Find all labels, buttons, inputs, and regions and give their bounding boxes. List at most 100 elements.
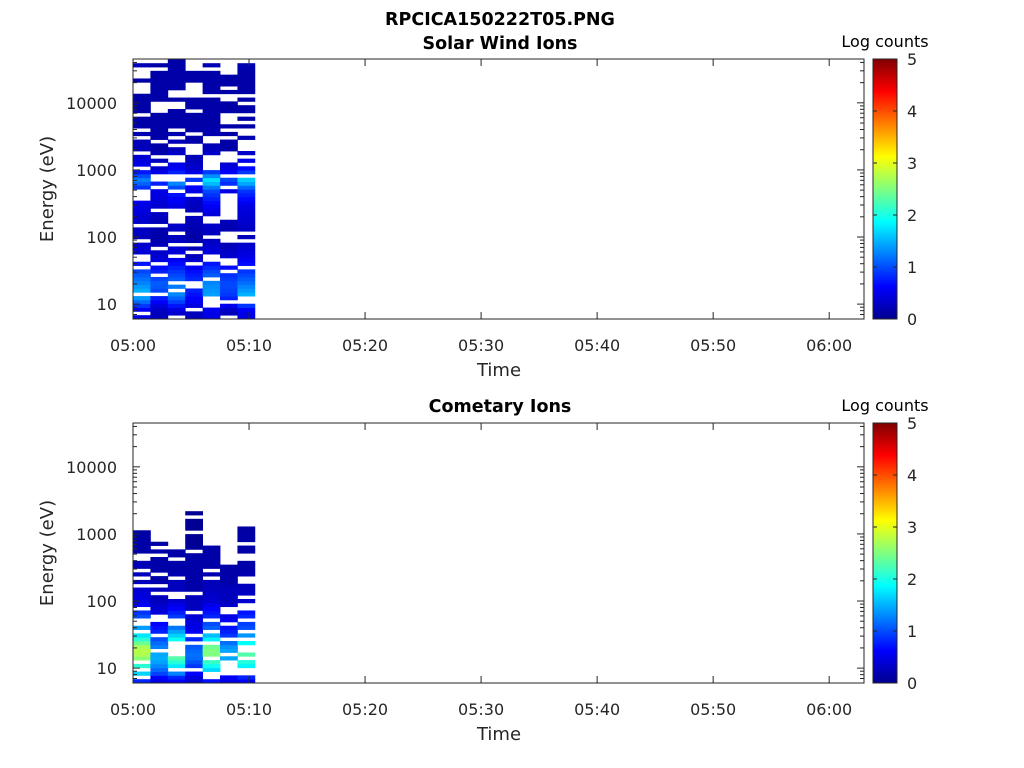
spectrogram-cell xyxy=(185,235,204,240)
spectrogram-cell xyxy=(220,599,238,604)
spectrogram-cell xyxy=(202,292,221,297)
spectrogram-cell xyxy=(220,246,238,251)
spectrogram-cell xyxy=(150,196,169,202)
spectrogram-cell xyxy=(202,587,221,592)
spectrogram-cell xyxy=(150,587,169,592)
spectrogram-cell xyxy=(202,204,221,209)
spectrogram-cell xyxy=(150,311,169,316)
spectrogram-cell xyxy=(220,273,238,278)
spectrogram-cell xyxy=(185,568,204,573)
spectrogram-cell xyxy=(220,288,238,293)
spectrogram-cell xyxy=(133,105,151,110)
spectrogram-cell xyxy=(237,151,256,156)
colorbar-tick-label: 0 xyxy=(907,310,917,329)
spectrogram-cell xyxy=(202,131,221,137)
spectrogram-cell xyxy=(133,162,151,167)
x-tick-label: 05:10 xyxy=(226,700,272,719)
spectrogram-cell xyxy=(220,131,238,137)
spectrogram-cell xyxy=(202,173,221,179)
colorbar: 0 1 2 3 4 5 Log counts xyxy=(841,32,928,329)
colorbar-ticks: 0 1 2 3 4 5 xyxy=(873,414,917,693)
spectrogram-cell xyxy=(185,534,204,539)
x-axis-label: Time xyxy=(476,360,521,381)
y-axis: 10 100 1000 10000 xyxy=(66,61,864,320)
spectrogram-cell xyxy=(220,576,238,581)
spectrogram-cell xyxy=(185,74,204,79)
spectrogram-cell xyxy=(167,200,186,205)
spectrogram-cell xyxy=(202,147,221,152)
spectrogram-cell xyxy=(150,671,169,676)
spectrogram-cell xyxy=(185,135,204,140)
x-tick-label: 05:50 xyxy=(690,336,736,355)
spectrogram-cell xyxy=(220,656,238,661)
spectrogram-cell xyxy=(133,139,151,144)
spectrogram-cell xyxy=(150,549,169,554)
spectrogram-cell xyxy=(150,193,169,198)
spectrogram-cell xyxy=(202,89,221,95)
spectrogram-cell xyxy=(202,583,221,588)
spectrogram-cell xyxy=(202,128,221,133)
spectrogram-cell xyxy=(237,158,256,163)
spectrogram-cell xyxy=(185,675,204,680)
spectrogram-cell xyxy=(202,625,221,630)
spectrogram-cell xyxy=(237,292,256,297)
spectrogram-cell xyxy=(185,189,204,194)
spectrogram-cell xyxy=(150,602,169,608)
colorbar-gradient xyxy=(872,58,898,320)
spectrogram-cell xyxy=(133,269,151,274)
spectrogram-cell xyxy=(237,219,256,224)
spectrogram-cell xyxy=(237,280,256,286)
spectrogram-cell xyxy=(167,277,186,282)
spectrogram-cell xyxy=(133,679,151,684)
y-tick-label: 10000 xyxy=(66,458,117,477)
spectrogram-cell xyxy=(237,212,256,217)
spectrogram-cell xyxy=(167,303,186,308)
spectrogram-cell xyxy=(133,541,151,546)
spectrogram-cell xyxy=(167,549,186,554)
spectrogram-cell xyxy=(237,170,256,175)
spectrogram-cell xyxy=(133,299,151,305)
spectrogram-cell xyxy=(150,557,169,562)
spectrogram-cell xyxy=(202,637,221,642)
spectrogram-cell xyxy=(150,254,169,259)
spectrogram-cell xyxy=(185,629,204,634)
spectrogram-cell xyxy=(220,250,238,255)
spectrogram-cell xyxy=(237,70,256,76)
spectrogram-cell xyxy=(167,299,186,305)
spectrogram-cell xyxy=(185,541,204,546)
spectrogram-cell xyxy=(167,307,186,312)
spectrogram-cell xyxy=(133,231,151,236)
spectrogram-cell xyxy=(202,143,221,148)
spectrogram-cell xyxy=(150,219,169,224)
spectrogram-cell xyxy=(167,70,186,76)
y-tick-label: 10 xyxy=(97,295,117,314)
spectrogram-cell xyxy=(220,101,238,106)
spectrogram-cell xyxy=(202,663,221,669)
spectrogram-cell xyxy=(150,288,169,293)
colorbar-tick-label: 3 xyxy=(907,154,917,173)
spectrogram-cell xyxy=(220,181,238,186)
spectrogram-cell xyxy=(185,215,204,221)
spectrogram-cell xyxy=(237,257,256,263)
spectrogram-cell xyxy=(220,591,238,596)
spectrogram-cell xyxy=(167,587,186,592)
spectrogram-cell xyxy=(237,227,256,232)
spectrogram-cell xyxy=(133,246,151,251)
spectrogram-cell xyxy=(150,128,169,133)
spectrogram-cell xyxy=(185,269,204,274)
spectrogram-cell xyxy=(202,223,221,228)
spectrogram-cell xyxy=(167,284,186,289)
spectrogram-cell xyxy=(185,78,204,83)
spectrogram-cell xyxy=(185,557,204,562)
spectrogram-cell xyxy=(133,648,151,653)
spectrogram-cell xyxy=(133,131,151,137)
spectrogram-cell xyxy=(220,633,238,638)
spectrogram-cell xyxy=(202,227,221,232)
spectrogram-cell xyxy=(237,177,256,182)
spectrogram-cell xyxy=(185,254,204,259)
spectrogram-cell xyxy=(220,625,238,630)
spectrogram-cell xyxy=(150,181,169,186)
spectrogram-cell xyxy=(150,143,169,148)
spectrogram-cell xyxy=(133,170,151,175)
